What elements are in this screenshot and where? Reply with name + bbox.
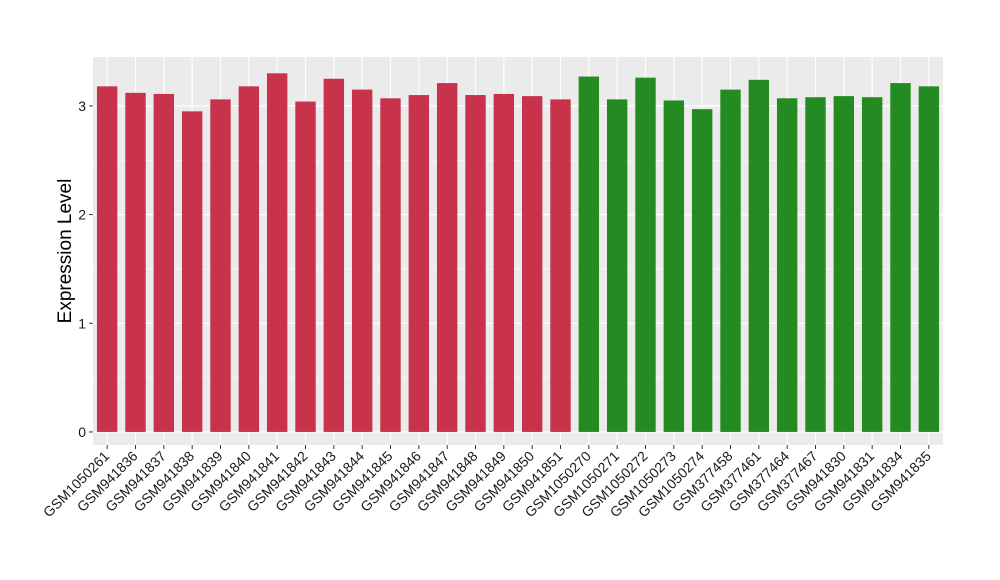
bar: GSM377458: 3.15 bbox=[720, 89, 741, 432]
bar: GSM941847: 3.21 bbox=[436, 83, 458, 432]
bar: GSM1050270: 3.27 bbox=[578, 76, 600, 432]
bar: GSM941851: 3.06 bbox=[550, 99, 571, 432]
y-tick-label: 1 bbox=[78, 315, 86, 331]
bar: GSM1050273: 3.05 bbox=[663, 100, 685, 432]
x-axis: GSM1050261GSM941836GSM941837GSM941838GSM… bbox=[40, 445, 934, 520]
bar: GSM941836: 3.12 bbox=[125, 92, 146, 432]
bar: GSM941841: 3.3 bbox=[266, 73, 288, 432]
bar: GSM941850: 3.09 bbox=[521, 96, 543, 432]
bar: GSM941845: 3.07 bbox=[380, 98, 401, 432]
y-tick-label: 0 bbox=[78, 424, 86, 440]
y-tick-label: 3 bbox=[78, 98, 86, 114]
bar: GSM941837: 3.11 bbox=[153, 93, 175, 432]
bar: GSM1050261: 3.18 bbox=[96, 86, 118, 432]
bar: GSM941842: 3.04 bbox=[295, 101, 316, 432]
bar: GSM377467: 3.08 bbox=[805, 97, 826, 432]
y-axis: 0 1 2 3 bbox=[78, 98, 93, 440]
bar: GSM941840: 3.18 bbox=[238, 86, 260, 432]
bar: GSM941843: 3.25 bbox=[323, 78, 345, 432]
bar: GSM941835: 3.18 bbox=[918, 86, 940, 432]
bar: GSM941846: 3.1 bbox=[408, 95, 430, 432]
bar: GSM1050272: 3.26 bbox=[635, 77, 656, 432]
bars: GSM1050261: 3.18 GSM941836: 3.12 GSM941837… bbox=[96, 73, 940, 432]
plot-panel bbox=[93, 57, 943, 445]
bar: GSM377461: 3.24 bbox=[748, 79, 770, 432]
bar: GSM941844: 3.15 bbox=[351, 89, 373, 432]
bar: GSM941839: 3.06 bbox=[210, 99, 231, 432]
y-axis-title: Expression Level bbox=[55, 179, 76, 324]
bar: GSM941830: 3.09 bbox=[833, 96, 855, 432]
bar: GSM941849: 3.11 bbox=[493, 93, 515, 432]
bar: GSM941834: 3.21 bbox=[890, 83, 911, 432]
bar: GSM941838: 2.95 bbox=[181, 111, 203, 432]
bar: GSM1050274: 2.97 bbox=[691, 109, 713, 432]
bar: GSM377464: 3.07 bbox=[776, 98, 798, 432]
bar: GSM941831: 3.08 bbox=[861, 97, 883, 432]
bar: GSM1050271: 3.06 bbox=[606, 99, 628, 432]
bar: GSM941848: 3.1 bbox=[465, 95, 486, 432]
y-tick-label: 2 bbox=[78, 207, 86, 223]
